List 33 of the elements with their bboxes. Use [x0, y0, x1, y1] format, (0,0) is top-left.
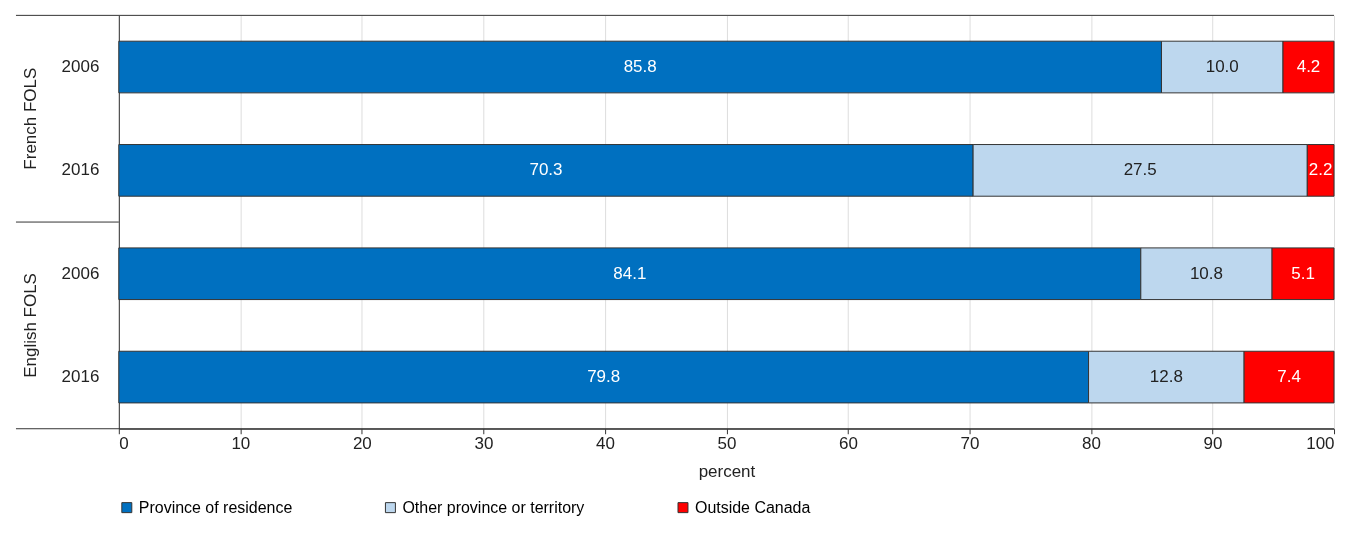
- y-tick-label: 2006: [61, 263, 100, 283]
- data-label: 12.8: [1149, 367, 1183, 387]
- data-label: 70.3: [529, 160, 563, 180]
- data-label: 79.8: [587, 367, 621, 387]
- y-tick-label: 2016: [61, 367, 100, 387]
- x-tick-label: 10: [231, 434, 251, 454]
- data-label: 7.4: [1277, 367, 1301, 387]
- x-tick-label: 40: [595, 434, 615, 454]
- x-tick-label: 0: [119, 434, 129, 454]
- x-tick-label: 50: [717, 434, 737, 454]
- text: French FOLS: [20, 67, 40, 170]
- data-label: 85.8: [623, 57, 657, 77]
- x-tick-label: 30: [474, 434, 494, 454]
- data-label: 10.8: [1189, 263, 1223, 283]
- data-label: 10.0: [1205, 57, 1239, 77]
- data-label: 4.2: [1296, 57, 1321, 77]
- data-label: 84.1: [613, 263, 647, 283]
- data-label: 2.2: [1308, 160, 1333, 180]
- y-tick-label: 2006: [61, 57, 100, 77]
- legend-label: Outside Canada: [694, 498, 811, 516]
- x-tick-label: 90: [1203, 434, 1223, 454]
- text: English FOLS: [20, 273, 40, 378]
- data-label: 27.5: [1123, 160, 1157, 180]
- legend-label: Other province or territory: [402, 498, 585, 516]
- x-tick-label: 80: [1082, 434, 1101, 454]
- x-tick-label: 60: [839, 434, 858, 454]
- data-label: 5.1: [1291, 263, 1315, 283]
- x-axis-title: percent: [698, 462, 756, 482]
- y-tick-label: 2016: [61, 160, 100, 180]
- x-tick-label: 20: [352, 434, 372, 454]
- x-tick-label: 70: [960, 434, 980, 454]
- legend-label: Province of residence: [138, 498, 293, 516]
- x-tick-label: 100: [1306, 434, 1335, 454]
